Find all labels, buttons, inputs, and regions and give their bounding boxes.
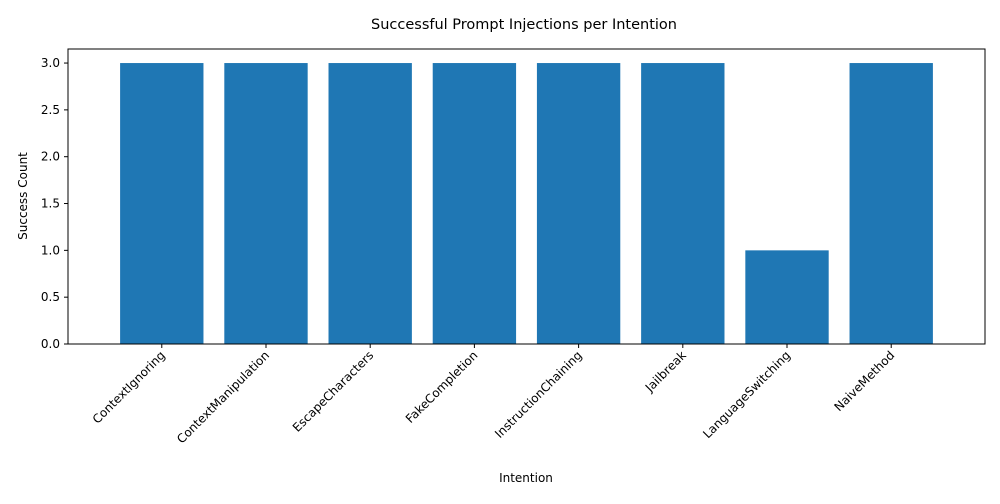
- bar-Jailbreak: [641, 63, 725, 345]
- y-tick-label: 3.0: [41, 56, 60, 70]
- chart-title: Successful Prompt Injections per Intenti…: [371, 17, 677, 33]
- y-tick-label: 2.5: [41, 103, 60, 117]
- x-tick-label: Jailbreak: [642, 348, 689, 395]
- y-tick-label: 0.5: [41, 290, 60, 304]
- x-tick-label: InstructionChaining: [492, 348, 585, 441]
- bar-ContextIgnoring: [120, 63, 204, 345]
- y-axis-ticks: 0.0 0.5 1.0 1.5 2.0 2.5 3.0: [41, 56, 68, 351]
- x-tick-label: ContextManipulation: [174, 348, 272, 446]
- bar-InstructionChaining: [536, 63, 621, 345]
- plot-frame: [67, 48, 986, 345]
- x-tick-label: LanguageSwitching: [700, 348, 793, 441]
- bar-ContextManipulation: [224, 63, 308, 345]
- y-axis-label: Success Count: [16, 152, 30, 240]
- x-tick-label: EscapeCharacters: [290, 348, 376, 434]
- x-tick-label: FakeCompletion: [403, 348, 481, 426]
- bar-NaiveMethod: [849, 63, 933, 345]
- bars: [120, 63, 933, 345]
- y-tick-label: 1.5: [41, 197, 60, 211]
- x-tick-label: NaiveMethod: [831, 348, 897, 414]
- bar-EscapeCharacters: [328, 63, 412, 345]
- x-tick-label: ContextIgnoring: [90, 348, 168, 426]
- bar-LanguageSwitching: [745, 250, 829, 344]
- y-tick-label: 2.0: [41, 150, 60, 164]
- y-tick-label: 1.0: [41, 243, 60, 257]
- x-axis-label: Intention: [499, 471, 553, 485]
- y-tick-label: 0.0: [41, 337, 60, 351]
- bar-FakeCompletion: [432, 63, 517, 345]
- x-axis-ticks: ContextIgnoring ContextManipulation Escape…: [90, 344, 897, 446]
